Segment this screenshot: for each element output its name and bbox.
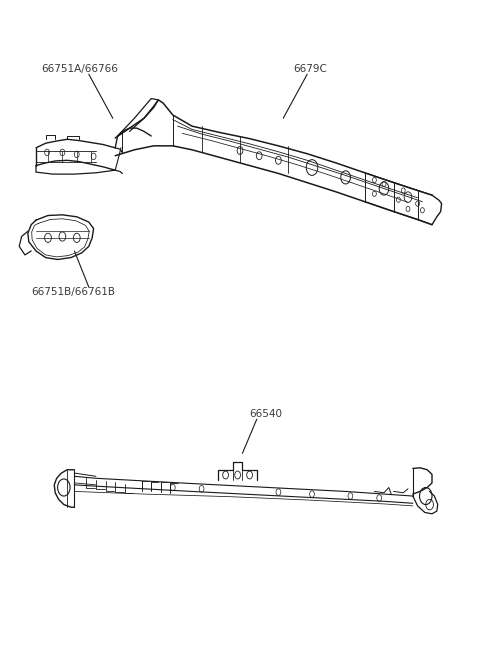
Text: 66751A/66766: 66751A/66766 xyxy=(41,64,118,74)
Text: 66751B/66761B: 66751B/66761B xyxy=(31,287,115,298)
Text: 6679C: 6679C xyxy=(293,64,327,74)
Text: 66540: 66540 xyxy=(250,409,283,419)
